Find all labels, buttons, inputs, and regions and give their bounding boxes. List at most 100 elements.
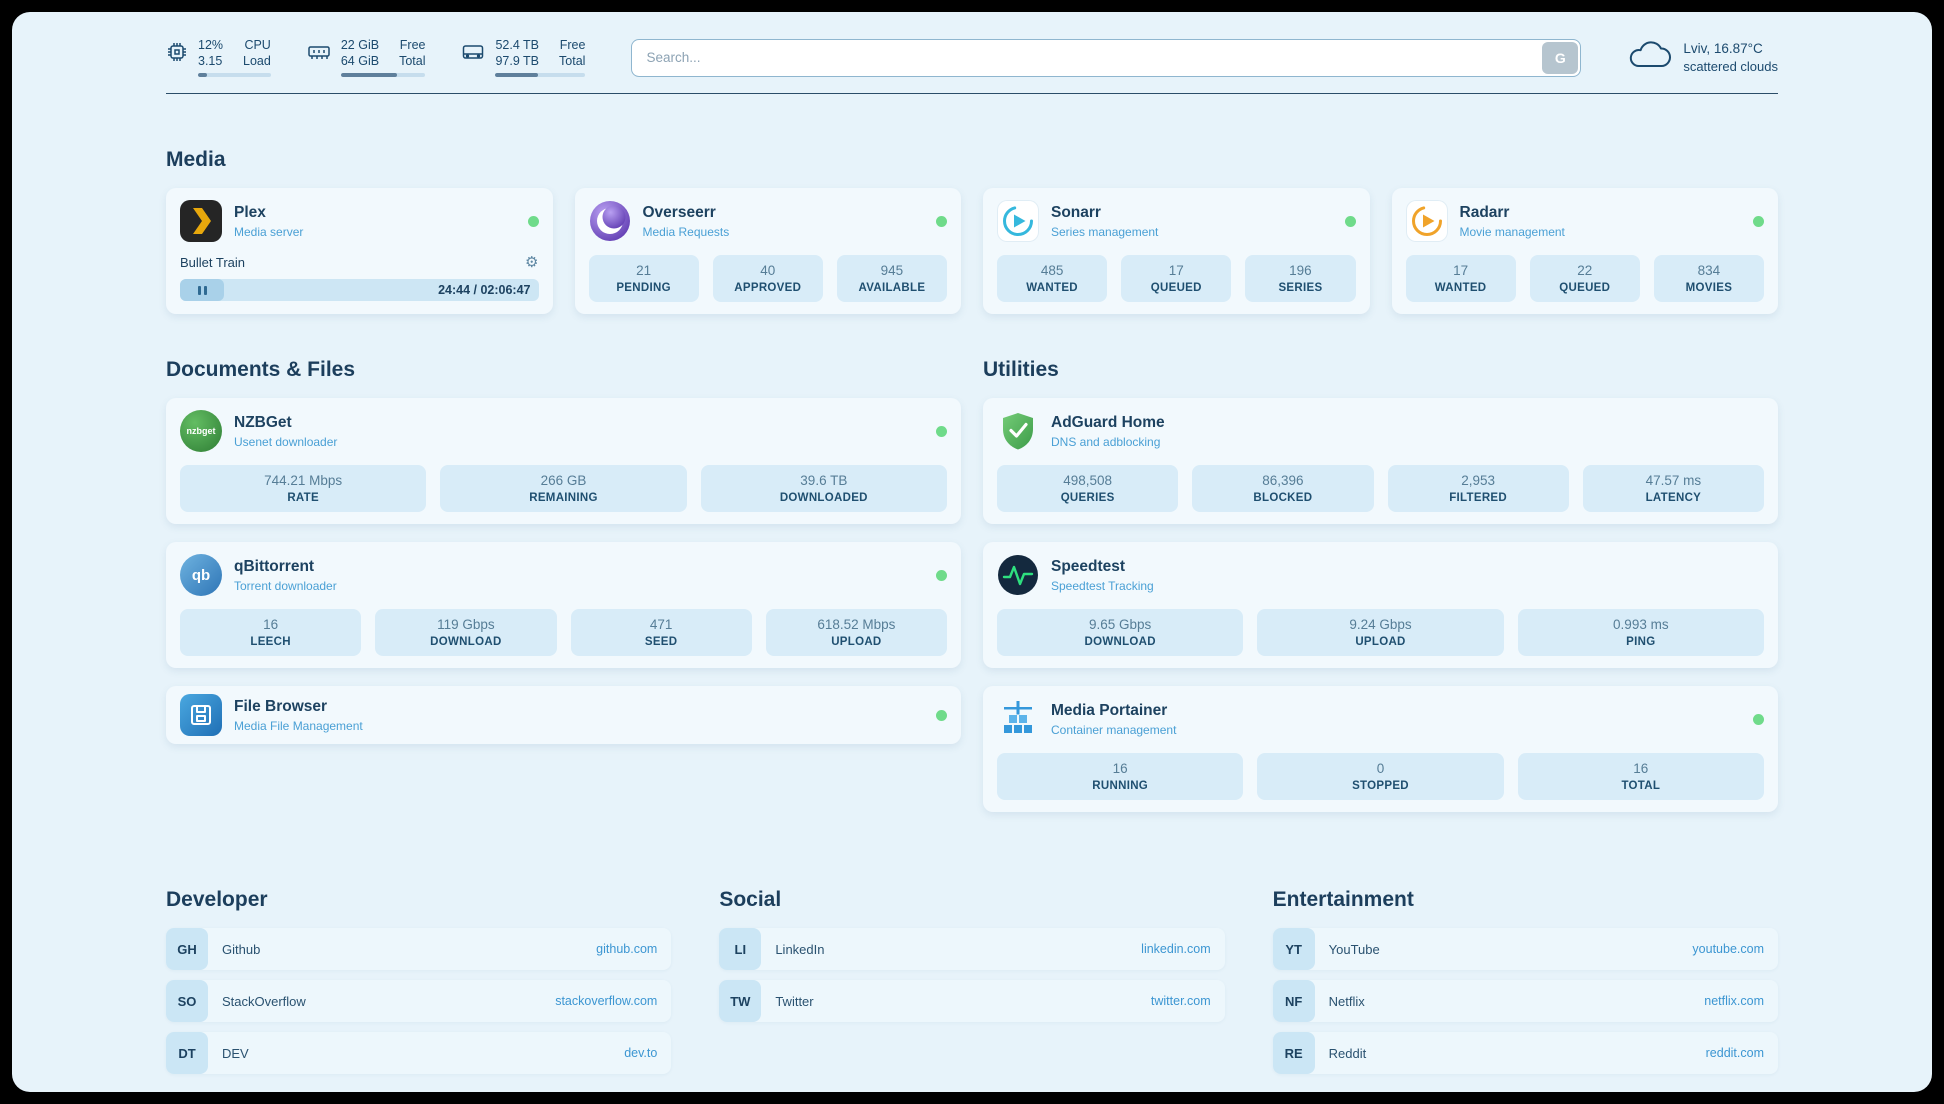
stat-label: QUEUED	[1150, 282, 1202, 294]
bookmark-linkedin[interactable]: LI LinkedIn linkedin.com	[719, 928, 1225, 970]
bookmark-twitter[interactable]: TW Twitter twitter.com	[719, 980, 1225, 1022]
stat-label: PING	[1626, 636, 1656, 648]
stat-value: 17	[1168, 263, 1184, 278]
app-name: Media Portainer	[1051, 701, 1168, 719]
app-subtitle: Media server	[234, 224, 304, 239]
app-name: Speedtest	[1051, 557, 1126, 575]
now-playing-title: Bullet Train	[180, 254, 246, 270]
player-progress-bar[interactable]: 24:44 / 02:06:47	[180, 279, 539, 301]
bookmark-youtube[interactable]: YT YouTube youtube.com	[1272, 928, 1778, 970]
app-subtitle: Media Requests	[642, 224, 730, 239]
disk-label-bottom: Total	[559, 54, 586, 68]
app-subtitle: Media File Management	[234, 718, 363, 733]
stat-value: 945	[880, 263, 904, 278]
stat-box: 39.6 TB DOWNLOADED	[700, 465, 947, 512]
bookmark-name: Twitter	[775, 993, 814, 1009]
bookmark-github[interactable]: GH Github github.com	[166, 928, 672, 970]
stat-box: 9.65 Gbps DOWNLOAD	[997, 609, 1244, 656]
bookmark-stackoverflow[interactable]: SO StackOverflow stackoverflow.com	[166, 980, 672, 1022]
app-name: NZBGet	[234, 413, 292, 431]
section-title-developer: Developer	[166, 888, 268, 911]
status-dot	[527, 215, 539, 227]
ram-stat: 22 GiB Free 64 GiB Total	[307, 38, 426, 77]
bookmark-abbr: YT	[1272, 928, 1315, 970]
search-input[interactable]	[634, 50, 1543, 65]
stat-value: 471	[649, 617, 673, 632]
qbittorrent-icon: qb	[180, 554, 222, 596]
stat-box: 21 PENDING	[588, 255, 699, 302]
stat-box: 40 APPROVED	[712, 255, 823, 302]
cpu-load-value: 3.15	[198, 54, 223, 68]
bookmark-url: dev.to	[624, 1046, 658, 1060]
plex-icon	[180, 200, 222, 242]
app-subtitle: Movie management	[1459, 224, 1565, 239]
stat-label: SERIES	[1278, 282, 1323, 294]
stat-label: QUEUED	[1559, 282, 1611, 294]
portainer-icon	[997, 698, 1039, 740]
ram-label-bottom: Total	[399, 54, 426, 68]
bookmark-name: LinkedIn	[775, 941, 825, 957]
sonarr-card[interactable]: Sonarr Series management 485 WANTED 17 Q…	[983, 188, 1370, 314]
stat-box: 945 AVAILABLE	[836, 255, 948, 302]
bookmark-name: StackOverflow	[222, 993, 306, 1009]
stat-label: WANTED	[1026, 282, 1078, 294]
search-submit-button[interactable]: G	[1542, 41, 1579, 74]
dashboard-page: 12% CPU 3.15 Load	[12, 12, 1932, 1092]
stat-box: 16 RUNNING	[997, 753, 1244, 800]
bookmark-netflix[interactable]: NF Netflix netflix.com	[1272, 980, 1778, 1022]
app-name: Sonarr	[1051, 203, 1101, 221]
stat-label: DOWNLOADED	[779, 492, 868, 504]
bookmark-url: stackoverflow.com	[555, 994, 658, 1008]
disk-free-value: 52.4 TB	[495, 38, 540, 52]
stat-label: QUERIES	[1060, 492, 1115, 504]
gear-icon[interactable]: ⚙	[525, 254, 539, 271]
overseerr-card[interactable]: Overseerr Media Requests 21 PENDING 40 A…	[574, 188, 961, 314]
stat-box: 86,396 BLOCKED	[1192, 465, 1374, 512]
sonarr-icon	[997, 200, 1039, 242]
stat-box: 47.57 ms LATENCY	[1582, 465, 1764, 512]
stat-label: SEED	[644, 636, 678, 648]
nzbget-card[interactable]: nzbget NZBGet Usenet downloader 744.21 M…	[166, 398, 961, 524]
stat-label: RUNNING	[1092, 780, 1149, 792]
disk-total-value: 97.9 TB	[495, 54, 540, 68]
pause-button[interactable]	[180, 279, 224, 301]
stat-label: DOWNLOAD	[430, 636, 502, 648]
top-bar: 12% CPU 3.15 Load	[166, 38, 1778, 77]
stat-value: 9.24 Gbps	[1349, 617, 1412, 632]
section-title-documents: Documents & Files	[166, 358, 356, 381]
stat-box: 22 QUEUED	[1529, 255, 1640, 302]
stat-box: 17 WANTED	[1405, 255, 1516, 302]
stat-box: 0.993 ms PING	[1517, 609, 1764, 656]
stat-box: 2,953 FILTERED	[1387, 465, 1569, 512]
section-title-media: Media	[166, 148, 226, 171]
bookmark-abbr: SO	[166, 980, 208, 1022]
stat-value: 498,508	[1063, 473, 1113, 488]
app-name: qBittorrent	[234, 557, 315, 575]
bookmark-name: Github	[222, 941, 261, 957]
search-bar: G	[631, 38, 1582, 77]
status-dot	[1753, 215, 1764, 227]
stat-value: 2,953	[1461, 473, 1496, 488]
cpu-chip-icon	[166, 41, 188, 68]
speedtest-icon	[997, 554, 1039, 596]
section-title-utilities: Utilities	[983, 358, 1059, 381]
status-dot	[936, 425, 947, 437]
bookmark-dev[interactable]: DT DEV dev.to	[166, 1032, 672, 1074]
filebrowser-card[interactable]: File Browser Media File Management	[166, 686, 961, 744]
portainer-card[interactable]: Media Portainer Container management 16 …	[983, 686, 1778, 812]
adguard-card[interactable]: AdGuard Home DNS and adblocking 498,508 …	[983, 398, 1778, 524]
bookmark-abbr: RE	[1272, 1032, 1315, 1074]
stat-box: 485 WANTED	[997, 255, 1108, 302]
plex-card[interactable]: Plex Media server Bullet Train ⚙ 24:44 /…	[166, 188, 553, 314]
bookmark-reddit[interactable]: RE Reddit reddit.com	[1272, 1032, 1778, 1074]
bookmark-url: netflix.com	[1704, 994, 1764, 1008]
stat-value: 9.65 Gbps	[1089, 617, 1152, 632]
stat-value: 21	[636, 263, 652, 278]
radarr-card[interactable]: Radarr Movie management 17 WANTED 22 QUE…	[1391, 188, 1778, 314]
bookmark-url: reddit.com	[1705, 1046, 1764, 1060]
stat-value: 16	[1633, 761, 1649, 776]
stat-label: LEECH	[250, 636, 291, 648]
ram-progress-bar	[340, 73, 426, 77]
speedtest-card[interactable]: Speedtest Speedtest Tracking 9.65 Gbps D…	[983, 542, 1778, 668]
qbittorrent-card[interactable]: qb qBittorrent Torrent downloader 16 LEE…	[166, 542, 961, 668]
